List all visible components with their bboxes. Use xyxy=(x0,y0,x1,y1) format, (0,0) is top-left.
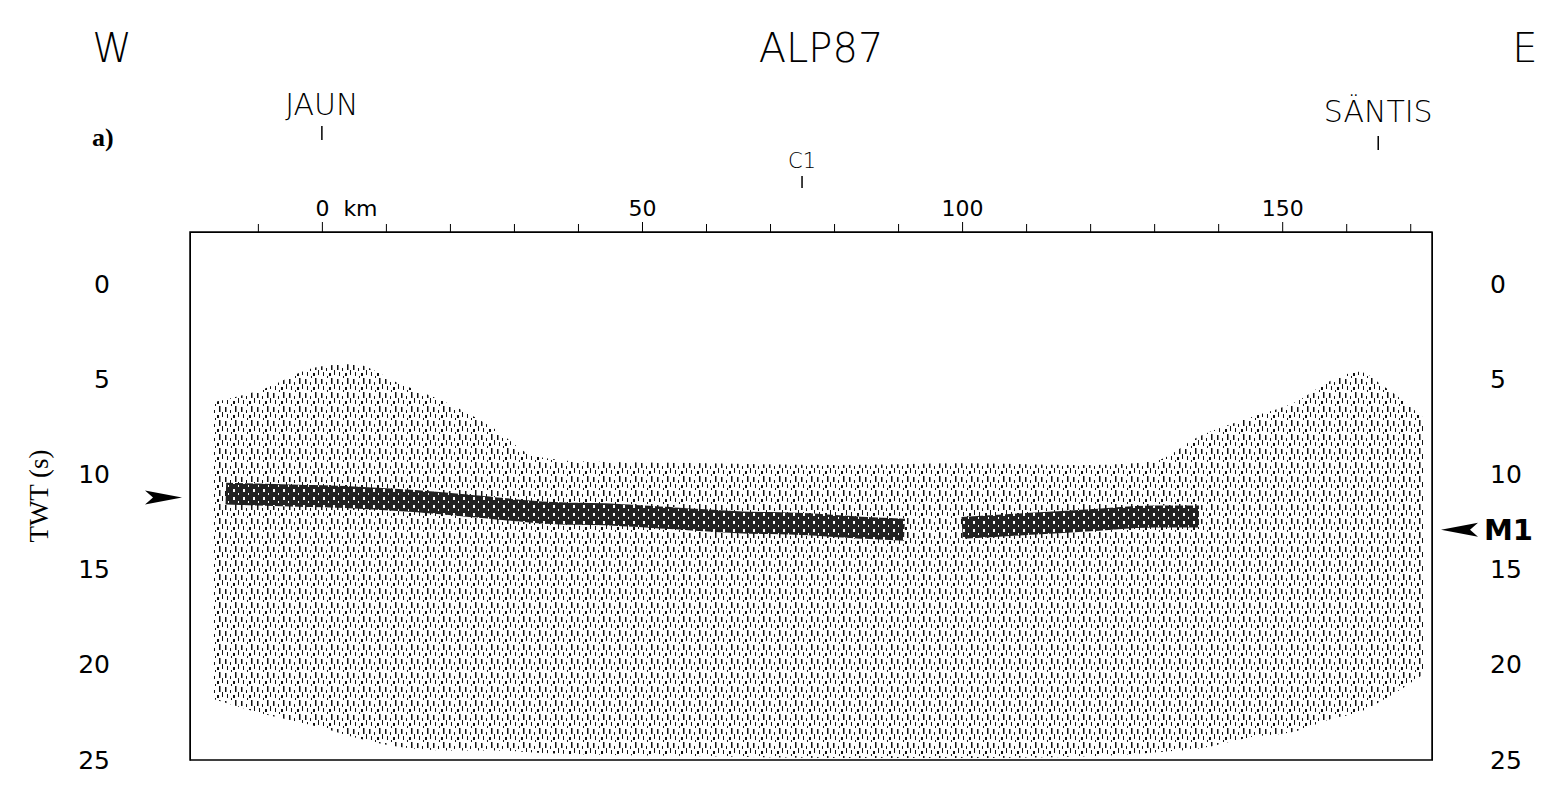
tick-mark xyxy=(258,224,259,232)
y-tick-label: 0 xyxy=(94,270,110,299)
y-tick: 5 xyxy=(94,365,190,394)
tick-mark xyxy=(578,224,579,232)
tick-mark xyxy=(386,224,387,232)
y-tick: 20 xyxy=(78,650,190,679)
x-minor-tick xyxy=(1026,224,1027,232)
x-minor-tick xyxy=(834,224,835,232)
x-tick: 100 xyxy=(942,196,984,232)
tick-mark xyxy=(1218,224,1219,232)
tick-mark xyxy=(1410,224,1411,232)
y-tick-label: 5 xyxy=(94,365,110,394)
x-tick-label: 100 xyxy=(942,196,984,221)
y-tick: 15 xyxy=(1432,555,1522,584)
x-minor-tick xyxy=(1218,224,1219,232)
x-minor-tick xyxy=(450,224,451,232)
tick-mark xyxy=(706,224,707,232)
tick-mark xyxy=(1026,224,1027,232)
direction-label: W xyxy=(92,25,132,71)
x-tick: 50 xyxy=(628,196,656,232)
y-tick: 25 xyxy=(1432,746,1522,775)
x-axis: 0 50 100 150 xyxy=(191,196,1433,233)
y-axis-left: 0 5 10 15 20 25 xyxy=(78,233,190,775)
x-tick-label: 50 xyxy=(628,196,656,221)
plot-frame xyxy=(190,232,1432,760)
y-tick: 10 xyxy=(78,460,190,489)
tick-mark xyxy=(514,224,515,232)
chart: 0 50 100 150 km 0 5 10 15 20 25 0 5 10 15 20 25 TWT (s) AL… xyxy=(0,0,1552,788)
x-minor-tick xyxy=(258,224,259,232)
marker-arrow xyxy=(1441,523,1478,537)
y-tick-label: 10 xyxy=(78,460,110,489)
x-minor-tick xyxy=(578,224,579,232)
tick-mark xyxy=(322,222,323,232)
tick-mark xyxy=(1346,224,1347,232)
x-tick: 0 xyxy=(315,196,329,232)
tick-mark xyxy=(770,224,771,232)
y-tick-label: 0 xyxy=(1490,270,1506,299)
location-tick xyxy=(321,126,323,140)
tick-mark xyxy=(898,224,899,232)
y-tick: 0 xyxy=(1432,270,1506,299)
x-tick-label: 150 xyxy=(1262,196,1304,221)
x-minor-tick xyxy=(898,224,899,232)
location-label: C1 xyxy=(788,149,816,173)
tick-mark xyxy=(962,222,963,232)
plot-area xyxy=(213,364,1423,758)
x-axis-unit: km xyxy=(343,196,377,221)
location-label: JAUN xyxy=(285,87,358,122)
x-tick-label: 0 xyxy=(315,196,329,221)
x-minor-axis xyxy=(191,224,1433,233)
tick-mark xyxy=(642,222,643,232)
axis-line xyxy=(1432,233,1433,761)
y-tick-label: 15 xyxy=(78,555,110,584)
y-tick-label: 20 xyxy=(1490,650,1522,679)
location-label: SÄNTIS xyxy=(1324,94,1433,129)
tick-mark xyxy=(1282,222,1283,232)
data-coverage xyxy=(213,364,1423,758)
y-tick-label: 25 xyxy=(78,746,110,775)
x-minor-tick xyxy=(514,224,515,232)
y-tick: 10 xyxy=(1432,460,1522,489)
y-axis-title: TWT (s) xyxy=(24,449,54,542)
x-minor-tick xyxy=(770,224,771,232)
reflector-m1 xyxy=(226,494,1199,530)
x-minor-tick xyxy=(706,224,707,232)
x-minor-tick xyxy=(386,224,387,232)
marker-label: M1 xyxy=(1484,513,1533,547)
location-tick xyxy=(801,176,803,188)
y-tick-label: 15 xyxy=(1490,555,1522,584)
y-tick: 20 xyxy=(1432,650,1522,679)
y-tick: 15 xyxy=(78,555,190,584)
y-tick: 5 xyxy=(1432,365,1506,394)
x-minor-tick xyxy=(1410,224,1411,232)
panel-label: a) xyxy=(92,123,114,152)
axis-line xyxy=(190,233,191,761)
x-minor-tick xyxy=(1090,224,1091,232)
y-tick: 25 xyxy=(78,746,190,775)
x-tick: 150 xyxy=(1262,196,1304,232)
tick-mark xyxy=(834,224,835,232)
tick-mark xyxy=(1154,224,1155,232)
axis-line xyxy=(191,232,1433,233)
y-axis-right: 0 5 10 15 20 25 xyxy=(1432,233,1522,775)
y-tick: 0 xyxy=(94,270,190,299)
tick-mark xyxy=(450,224,451,232)
direction-label: E xyxy=(1512,25,1537,71)
y-tick-label: 20 xyxy=(78,650,110,679)
title: ALP87 xyxy=(759,25,884,71)
marker-arrow xyxy=(145,490,182,504)
x-minor-tick xyxy=(1346,224,1347,232)
axis-line xyxy=(191,232,1433,233)
y-tick-label: 10 xyxy=(1490,460,1522,489)
y-tick-label: 25 xyxy=(1490,746,1522,775)
tick-mark xyxy=(1090,224,1091,232)
y-tick-label: 5 xyxy=(1490,365,1506,394)
x-minor-tick xyxy=(1154,224,1155,232)
location-tick xyxy=(1377,136,1379,150)
